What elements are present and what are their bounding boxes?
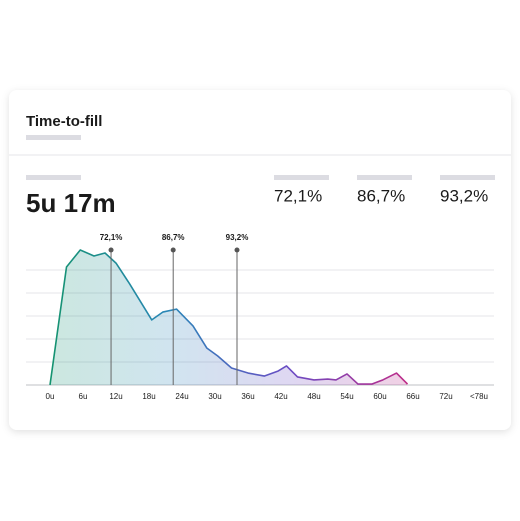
marker-dot [234, 247, 240, 253]
area-fill [50, 249, 408, 385]
placeholder [357, 175, 412, 180]
main-value: 5u 17m [26, 188, 116, 218]
placeholder [440, 175, 495, 180]
marker-label: 86,7% [162, 233, 185, 242]
x-tick-label: 48u [307, 392, 320, 401]
x-tick-label: 42u [274, 392, 287, 401]
card-title: Time-to-fill [26, 113, 102, 130]
marker-label: 72,1% [100, 233, 123, 242]
x-tick-label: <78u [470, 392, 488, 401]
placeholder [26, 135, 81, 140]
x-tick-label: 66u [406, 392, 419, 401]
line [49, 249, 409, 386]
marker-dot [108, 247, 114, 253]
x-tick-label: 54u [340, 392, 353, 401]
placeholder [26, 175, 81, 180]
x-tick-label: 6u [79, 392, 88, 401]
x-tick-label: 72u [439, 392, 452, 401]
percentile-value: 86,7% [357, 186, 405, 205]
percentile-value: 93,2% [440, 186, 488, 205]
x-tick-label: 24u [175, 392, 188, 401]
x-tick-label: 18u [142, 392, 155, 401]
x-tick-label: 12u [109, 392, 122, 401]
x-tick-label: 60u [373, 392, 386, 401]
marker-dot [170, 247, 176, 253]
placeholder [274, 175, 329, 180]
x-tick-label: 36u [241, 392, 254, 401]
percentile-value: 72,1% [274, 186, 322, 205]
x-tick-label: 30u [208, 392, 221, 401]
marker-label: 93,2% [226, 233, 249, 242]
x-tick-label: 0u [46, 392, 55, 401]
